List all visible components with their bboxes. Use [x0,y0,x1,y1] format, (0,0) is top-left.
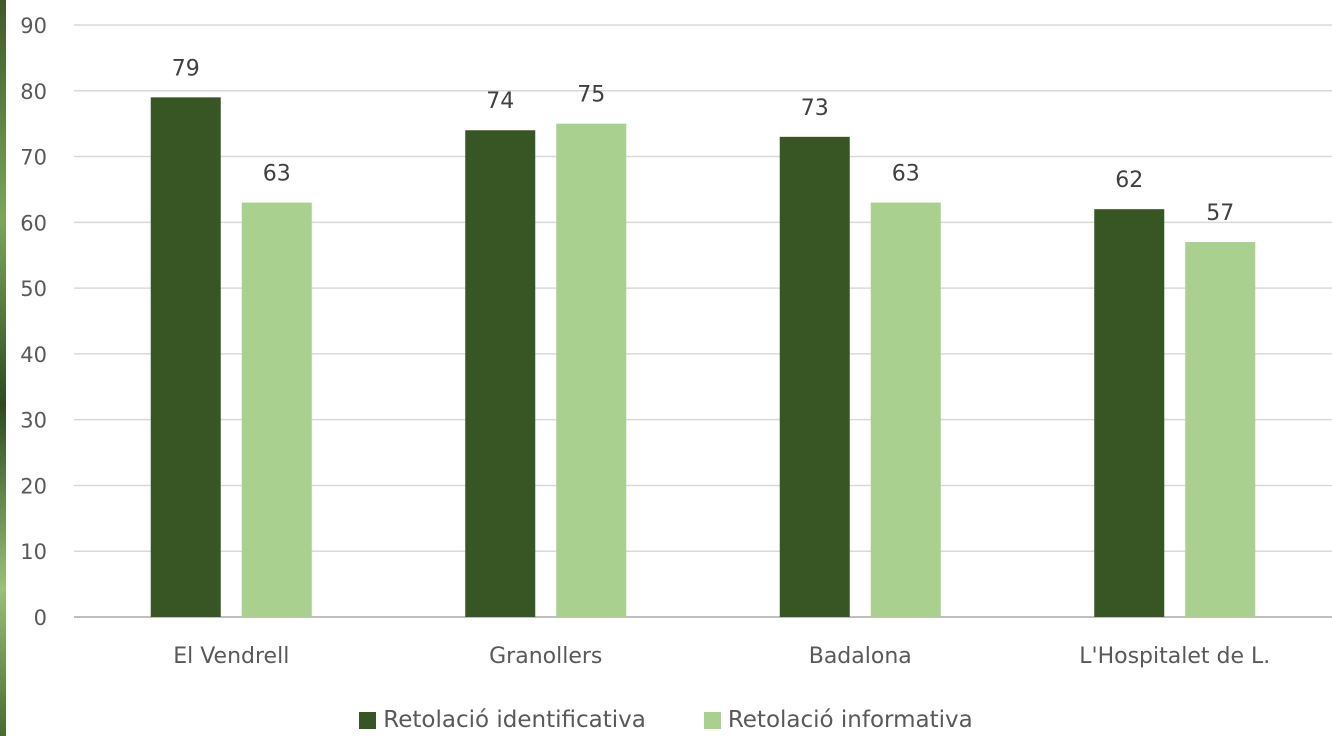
y-tick-label: 10 [20,540,47,564]
y-tick-label: 40 [20,343,47,367]
bar-series-1-0 [150,97,221,618]
bar-series-1-2 [779,136,850,618]
y-tick-label: 20 [20,474,47,498]
x-category-label: Granollers [489,644,602,669]
bars [150,97,1256,618]
legend-label-series-2: Retolació informativa [727,707,973,733]
y-tick-label: 30 [20,409,47,433]
bar-series-2-1 [556,123,627,618]
legend-swatch-series-1 [359,711,377,729]
data-label-series-2-0: 63 [263,162,291,187]
background-photo-edge [0,0,6,736]
data-label-series-2-3: 57 [1206,201,1234,226]
y-tick-label: 50 [20,277,47,301]
y-axis-ticks: 0 10 20 30 40 50 60 70 80 90 [20,14,47,630]
legend-item-series-2: Retolació informativa [703,707,973,733]
bar-series-2-3 [1185,242,1256,618]
legend: Retolació identificativa Retolació infor… [0,704,1332,736]
bar-series-1-1 [465,130,536,617]
x-category-label: El Vendrell [173,644,289,669]
data-label-series-2-2: 63 [892,162,920,187]
bar-series-2-2 [870,202,941,617]
y-tick-label: 0 [34,606,47,630]
y-tick-label: 90 [20,14,47,38]
legend-label-series-1: Retolació identificativa [383,707,646,733]
data-label-series-1-2: 73 [801,96,829,121]
data-labels: 79 63 74 75 73 63 62 57 [172,56,1235,226]
data-label-series-1-3: 62 [1115,168,1143,193]
x-category-label: Badalona [809,644,912,669]
data-label-series-1-0: 79 [172,56,200,81]
legend-item-series-1: Retolació identificativa [359,707,646,733]
data-label-series-1-1: 74 [486,89,514,114]
y-tick-label: 70 [20,146,47,170]
bar-chart: 0 10 20 30 40 50 60 70 80 90 79 63 74 75 73 63 62 57 El … [20,14,1332,669]
legend-swatch-series-2 [703,711,721,729]
y-tick-label: 80 [20,80,47,104]
y-tick-label: 60 [20,211,47,235]
data-label-series-2-1: 75 [577,83,605,108]
bar-series-2-0 [241,202,312,617]
x-category-label: L'Hospitalet de L. [1079,644,1270,669]
x-axis-categories: El Vendrell Granollers Badalona L'Hospitale… [173,644,1270,669]
bar-series-1-3 [1094,209,1165,617]
